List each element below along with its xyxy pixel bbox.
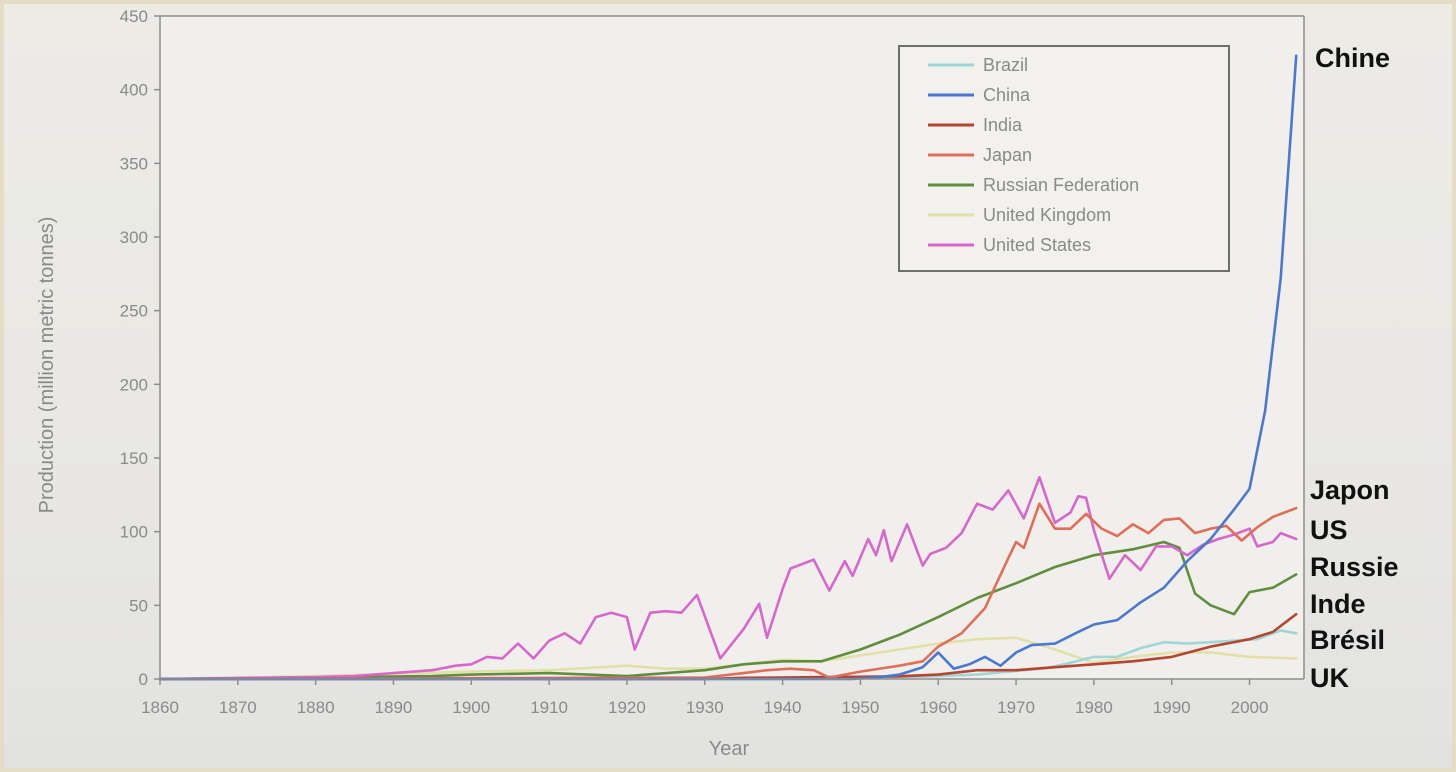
x-tick-label: 1870 [219,698,257,717]
legend-label-united-states: United States [983,235,1091,255]
annotation-us: US [1310,515,1348,545]
x-tick-label: 1860 [141,698,179,717]
legend-label-japan: Japan [983,145,1032,165]
series-line-russian-federation [158,540,1298,681]
y-tick-label: 50 [129,596,148,615]
x-tick-label: 2000 [1231,698,1269,717]
x-tick-label: 1960 [919,698,957,717]
x-tick-label: 1980 [1075,698,1113,717]
annotation-japon: Japon [1310,475,1390,505]
annotation-br-sil: Brésil [1310,625,1385,655]
series-annotations: Chine Japon US Russie Inde Brésil UK [1310,43,1399,693]
x-axis-title: Year [709,738,750,760]
x-tick-label: 1890 [375,698,413,717]
x-tick-label: 1970 [997,698,1035,717]
legend-label-united-kingdom: United Kingdom [983,205,1111,225]
series-lines [158,54,1298,681]
x-tick-label: 1990 [1153,698,1191,717]
x-tick-label: 1930 [686,698,724,717]
y-tick-label: 200 [120,375,148,394]
y-tick-label: 150 [120,449,148,468]
series-line-japan [158,502,1298,681]
annotation-chine: Chine [1315,43,1390,73]
x-tick-label: 1950 [841,698,879,717]
legend-items: Brazil China India Japan Russian Federation U… [928,55,1139,255]
legend-label-brazil: Brazil [983,55,1028,75]
y-tick-label: 250 [120,302,148,321]
legend-label-russian-federation: Russian Federation [983,175,1139,195]
y-tick-label: 400 [120,81,148,100]
series-line-india [158,612,1298,681]
series-line-china [158,54,1298,681]
x-ticks: 1860 1870 1880 1890 1900 1910 1920 1930 1940 1950… [141,679,1268,717]
series-line-united-kingdom [158,636,1298,681]
annotation-russie: Russie [1310,552,1399,582]
x-tick-label: 1910 [530,698,568,717]
y-ticks: 0 50 100 150 200 250 300 350 400 450 [120,7,160,689]
y-axis-title: Production (million metric tonnes) [36,217,58,514]
y-tick-label: 0 [139,670,148,689]
y-tick-label: 350 [120,154,148,173]
y-tick-label: 450 [120,7,148,26]
annotation-inde: Inde [1310,589,1366,619]
y-tick-label: 100 [120,523,148,542]
series-line-united-states [158,475,1298,681]
x-tick-label: 1920 [608,698,646,717]
legend-label-india: India [983,115,1023,135]
x-tick-label: 1880 [297,698,335,717]
x-tick-label: 1900 [452,698,490,717]
annotation-uk: UK [1310,663,1349,693]
legend-label-china: China [983,85,1031,105]
x-tick-label: 1940 [764,698,802,717]
y-tick-label: 300 [120,228,148,247]
legend: Brazil China India Japan Russian Federation U… [898,45,1230,272]
legend-frame [898,45,1230,272]
